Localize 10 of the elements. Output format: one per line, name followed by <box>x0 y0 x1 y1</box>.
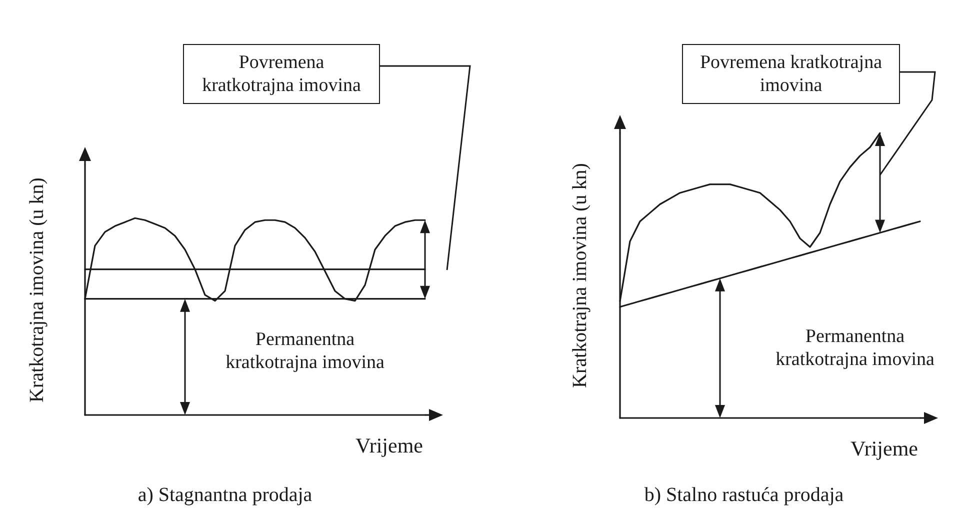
x-axis-title: Vrijeme <box>850 436 918 460</box>
annotation: Permanentna kratkotrajna imovina <box>776 326 934 370</box>
callout-box: Povremena kratkotrajna imovina <box>682 44 900 104</box>
text: a) Stagnantna prodaja <box>138 484 312 506</box>
annotation: Permanentna kratkotrajna imovina <box>226 329 384 373</box>
text: b) Stalno rastuća prodaja <box>644 484 844 506</box>
x-axis-title: Vrijeme <box>355 434 423 458</box>
y-axis-title: Kratkotrajna imovina (u kn) <box>569 163 591 388</box>
callout-box: Povremena kratkotrajna imovina <box>183 44 380 104</box>
y-axis-title: Kratkotrajna imovina (u kn) <box>26 178 48 402</box>
